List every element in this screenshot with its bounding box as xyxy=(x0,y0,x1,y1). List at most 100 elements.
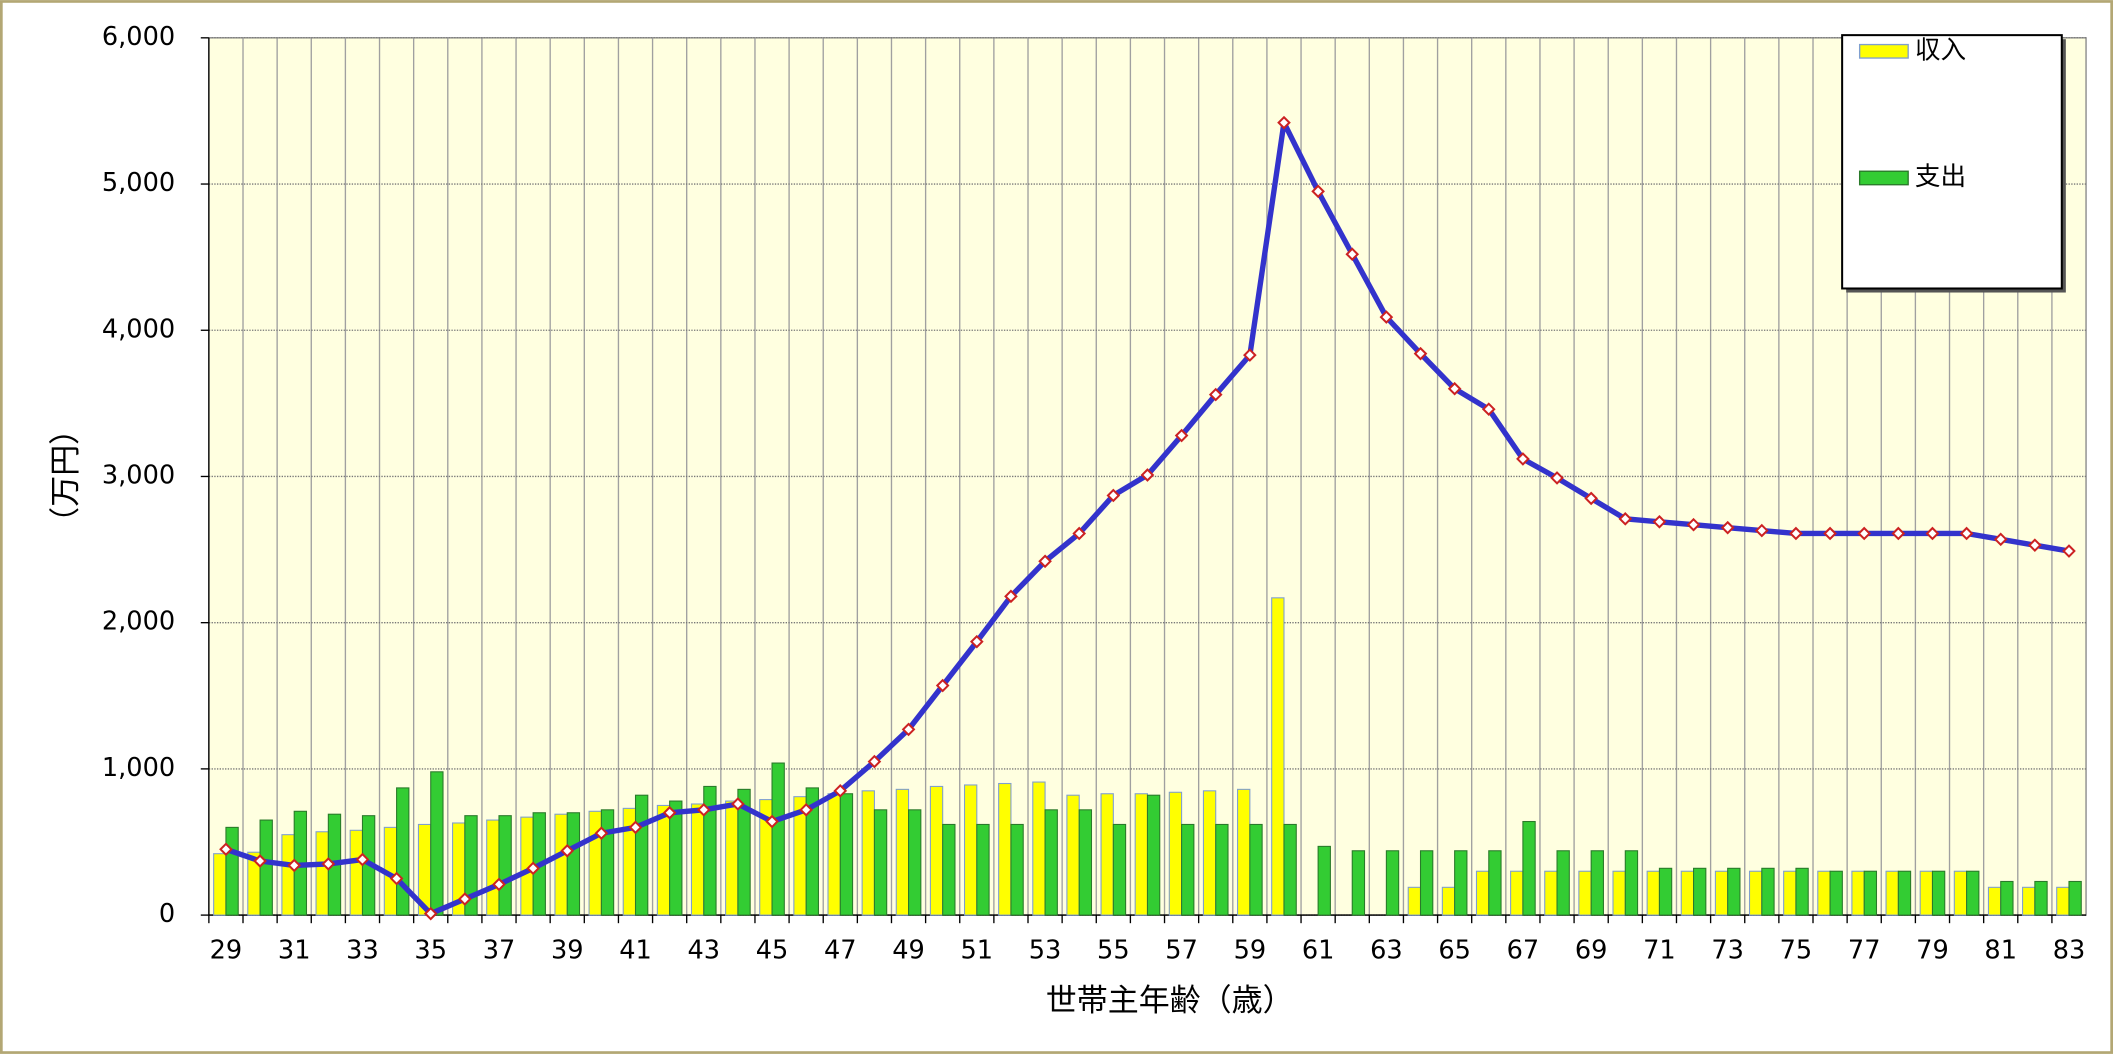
bar xyxy=(259,819,273,916)
x-tick-label: 55 xyxy=(1097,935,1130,965)
y-tick-label: 6,000 xyxy=(102,22,175,52)
x-tick-label: 79 xyxy=(1916,935,1949,965)
line-marker xyxy=(1925,526,1940,541)
bar xyxy=(1283,823,1297,916)
bar xyxy=(1249,823,1263,916)
line-marker xyxy=(1072,526,1087,541)
x-tick-label: 31 xyxy=(278,935,311,965)
line-marker xyxy=(1243,348,1257,362)
bar xyxy=(2000,880,2014,916)
bar xyxy=(1817,870,1831,916)
legend-label: 支出 xyxy=(1915,162,1966,192)
x-tick-label: 69 xyxy=(1575,935,1608,965)
line-marker xyxy=(389,871,404,886)
legend-box xyxy=(1841,34,2063,290)
line-marker xyxy=(628,820,643,835)
line-marker xyxy=(901,722,916,737)
bar xyxy=(464,815,478,916)
line-marker xyxy=(662,805,677,820)
bar xyxy=(1556,850,1570,916)
line-marker xyxy=(1345,247,1360,262)
bar xyxy=(1658,867,1673,916)
bar xyxy=(1134,793,1149,916)
bar xyxy=(1168,791,1183,916)
bar xyxy=(839,793,854,916)
x-tick-label: 61 xyxy=(1302,935,1335,965)
x-tick-label: 33 xyxy=(346,935,379,965)
bar xyxy=(1693,867,1707,916)
line-marker xyxy=(1140,468,1155,482)
bar xyxy=(771,762,785,916)
bar xyxy=(430,771,444,916)
bar xyxy=(225,826,239,916)
y-tick-label: 3,000 xyxy=(102,460,175,490)
line-marker xyxy=(1481,402,1496,417)
line-marker xyxy=(867,754,882,769)
bar xyxy=(1966,870,1980,916)
bar xyxy=(1317,845,1331,916)
bar xyxy=(588,810,602,916)
bar xyxy=(737,788,751,916)
y-tick-label: 5,000 xyxy=(102,168,175,198)
line-marker xyxy=(1413,346,1428,361)
bar xyxy=(873,809,888,916)
x-tick-label: 47 xyxy=(824,935,857,965)
bar xyxy=(703,785,717,916)
bar xyxy=(1032,781,1046,916)
bar xyxy=(1829,870,1843,916)
bar xyxy=(1237,788,1251,916)
bar xyxy=(963,784,978,916)
line-marker xyxy=(321,857,336,871)
line-marker xyxy=(1618,512,1633,526)
x-tick-label: 67 xyxy=(1507,935,1540,965)
x-tick-label: 51 xyxy=(961,935,994,965)
bar xyxy=(827,793,841,916)
bar xyxy=(1761,867,1775,916)
line-marker xyxy=(2062,544,2076,558)
bar xyxy=(1181,823,1195,916)
bar xyxy=(1727,867,1741,916)
bar xyxy=(1351,850,1366,916)
bar xyxy=(1044,809,1058,916)
line-marker xyxy=(1584,491,1598,506)
bar xyxy=(1112,823,1127,916)
bar xyxy=(1215,823,1229,916)
line-marker xyxy=(1686,517,1701,532)
bar xyxy=(1931,870,1946,916)
line-marker xyxy=(799,803,813,817)
line-marker xyxy=(1277,115,1291,130)
x-tick-label: 49 xyxy=(892,935,925,965)
x-tick-label: 29 xyxy=(210,935,243,965)
bar xyxy=(1066,794,1080,916)
bar xyxy=(1578,870,1592,916)
bar xyxy=(1919,870,1934,916)
line-marker xyxy=(2028,538,2042,553)
legend-swatch xyxy=(1858,43,1909,59)
bar xyxy=(1714,870,1729,916)
bar xyxy=(1510,870,1524,916)
bar xyxy=(213,853,227,916)
line-marker xyxy=(1379,310,1394,324)
line-marker xyxy=(696,803,711,817)
bar xyxy=(396,787,410,916)
bar xyxy=(349,829,364,916)
bar xyxy=(895,788,910,916)
bar xyxy=(1407,886,1422,916)
bar xyxy=(976,823,990,916)
bar xyxy=(1454,850,1468,916)
line-marker xyxy=(1652,514,1667,529)
bar xyxy=(1783,870,1797,916)
bar xyxy=(1851,870,1865,916)
bar xyxy=(1100,793,1114,916)
bar xyxy=(600,809,615,916)
bar xyxy=(486,819,500,916)
bar xyxy=(805,787,819,916)
line-marker xyxy=(1754,523,1769,538)
x-tick-label: 35 xyxy=(414,935,447,965)
bar xyxy=(669,800,683,916)
bar xyxy=(1441,886,1456,916)
bar xyxy=(566,812,581,916)
x-tick-label: 63 xyxy=(1370,935,1403,965)
x-tick-label: 75 xyxy=(1780,935,1813,965)
